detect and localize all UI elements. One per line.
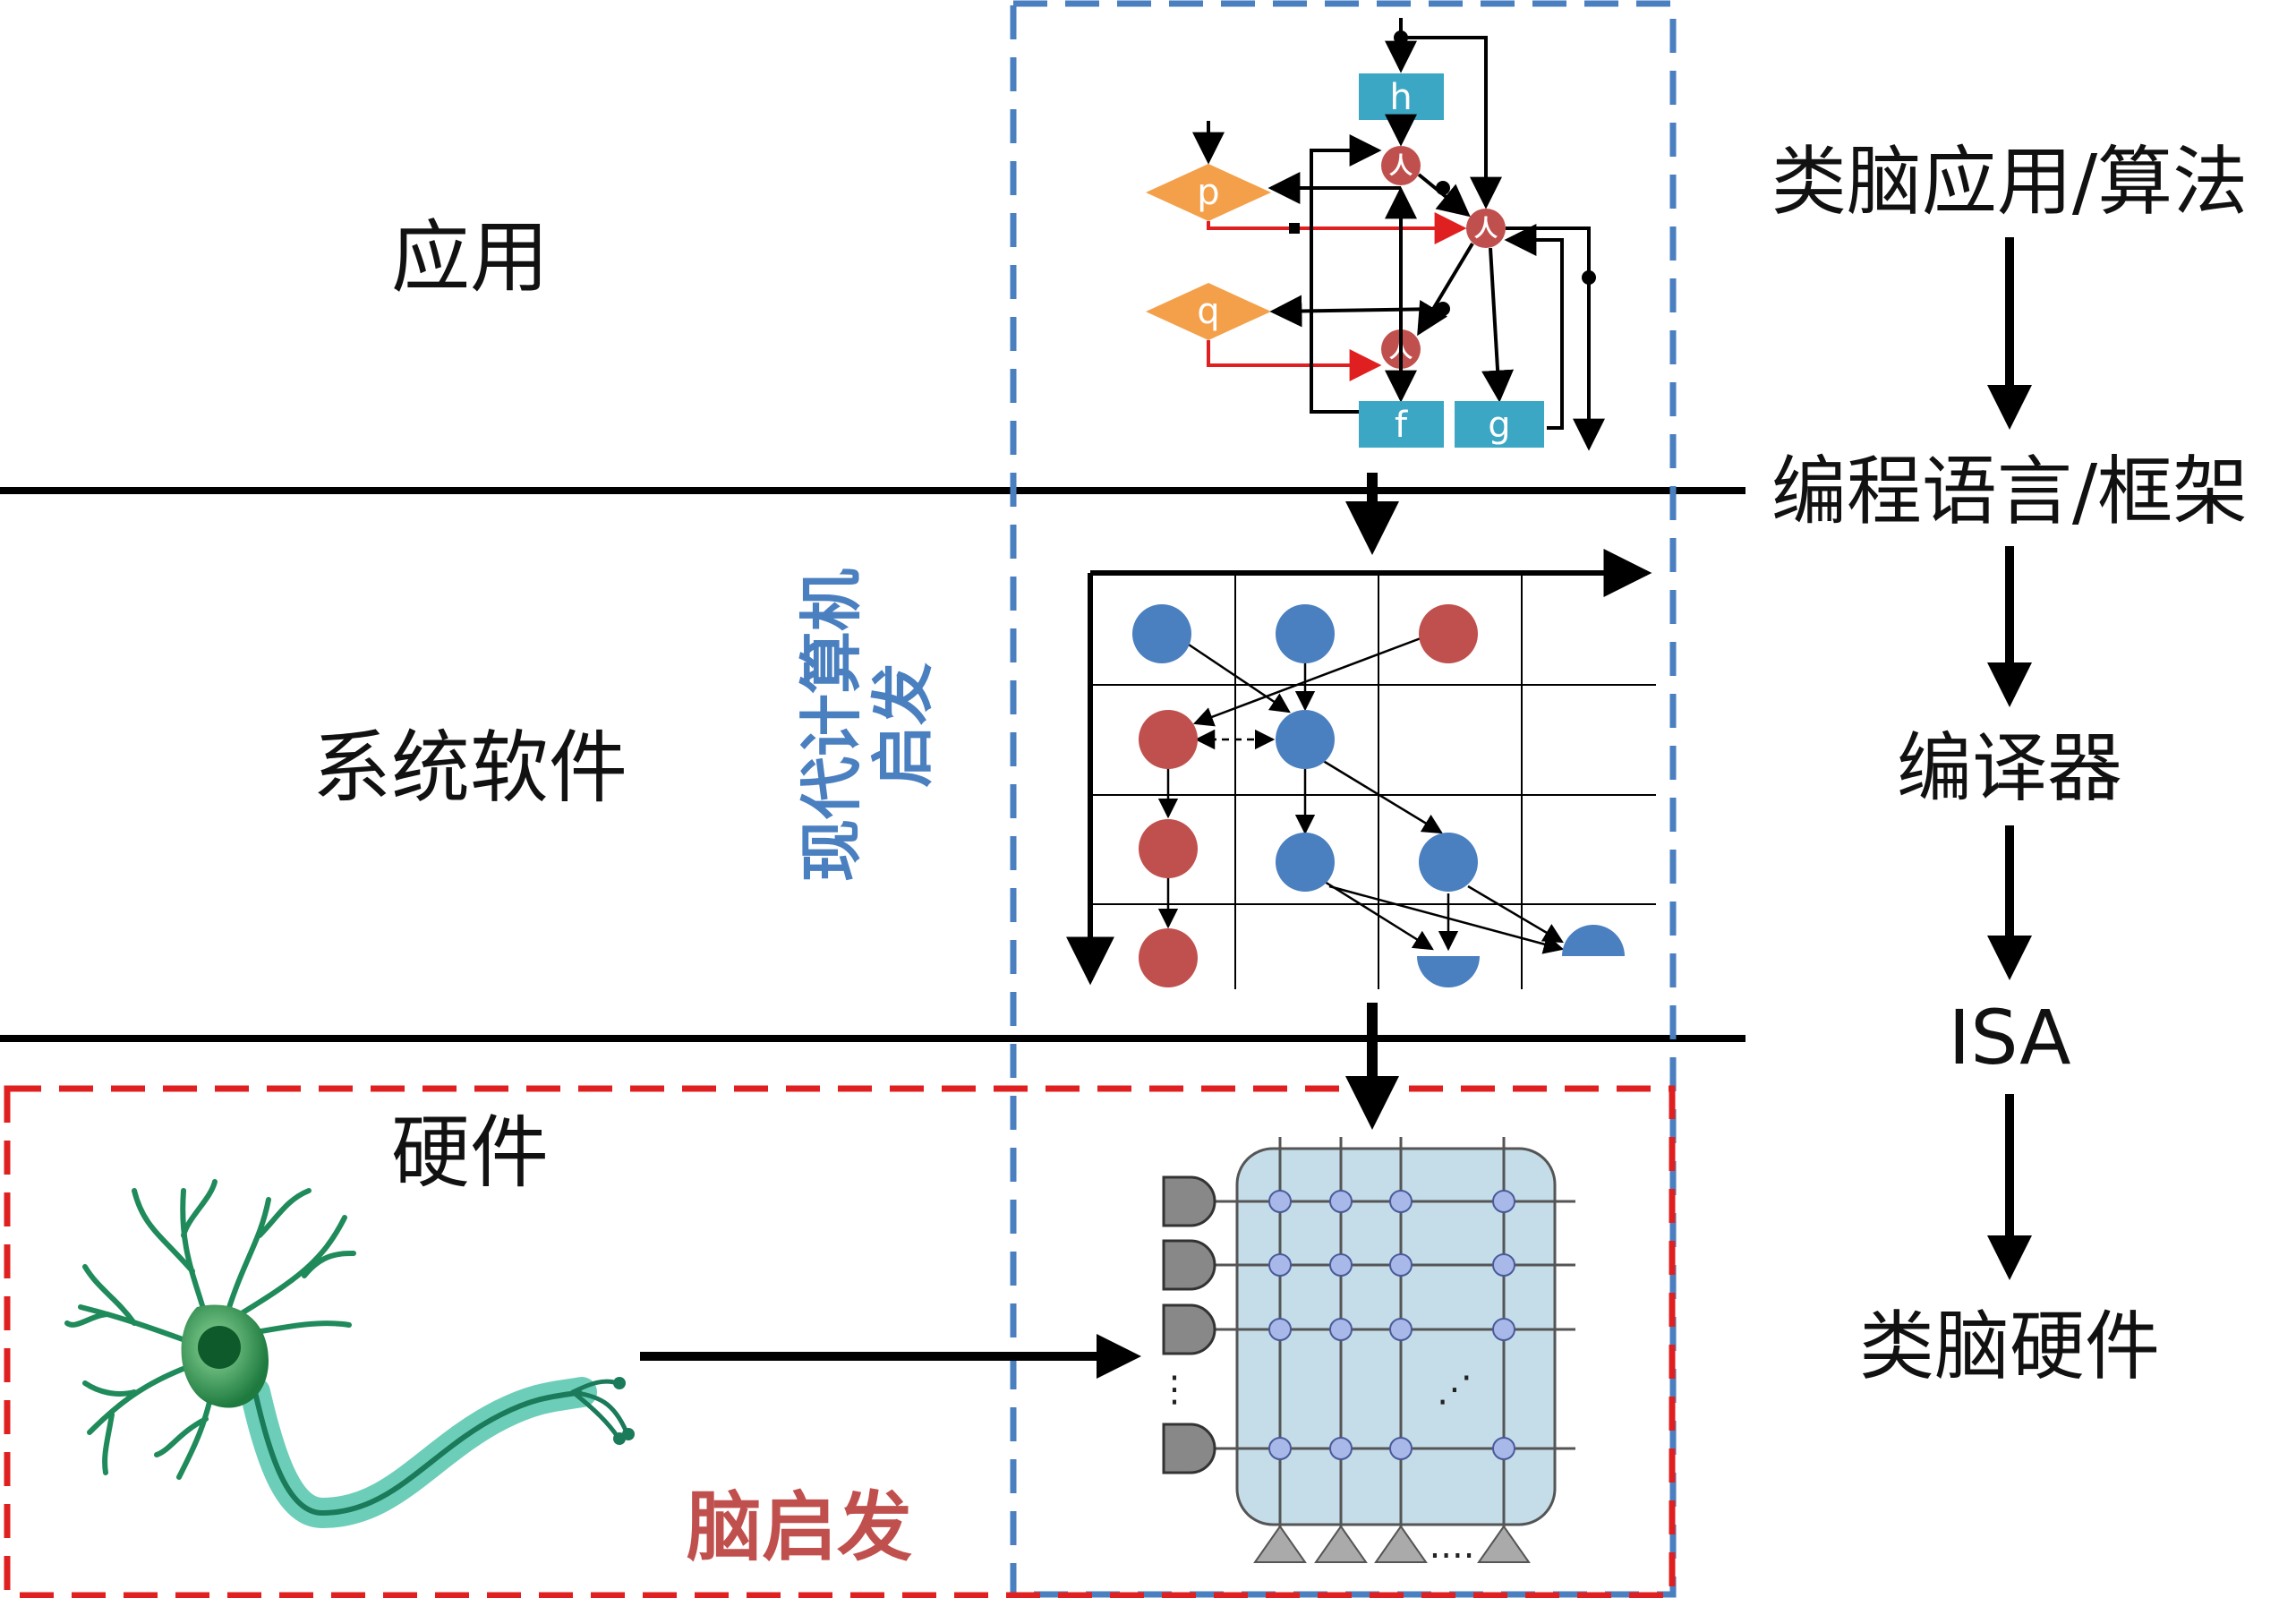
graph-node-merge — [1381, 146, 1421, 185]
crossbar-output-triangle — [1253, 1525, 1307, 1563]
grid-node-blue — [1276, 604, 1335, 663]
crossbar-horizontal-ellipsis: .... — [1430, 1525, 1475, 1567]
layer-label-application: 应用 — [391, 211, 549, 303]
stack-item-hardware: 类脑硬件 — [1859, 1303, 2160, 1390]
graph-box-h-label: h — [1389, 77, 1412, 118]
scheduling-grid — [1066, 549, 1656, 989]
inspiration-modern-line2: 启发 — [866, 662, 940, 788]
grid-node-blue — [1132, 604, 1191, 663]
inspiration-brain-label: 脑启发 — [687, 1483, 912, 1571]
layer-label-system-software: 系统软件 — [312, 722, 627, 814]
graph-box-f-label: f — [1395, 405, 1408, 446]
crossbar-output-triangle — [1314, 1525, 1368, 1563]
stack-item-compiler: 编译器 — [1897, 724, 2122, 812]
crossbar-input-gate — [1162, 1303, 1216, 1355]
graph-node-right — [1466, 209, 1506, 248]
dataflow-graph: h 人 人 人 p q — [1146, 18, 1605, 451]
graph-box-f — [1359, 401, 1444, 448]
graph-box-g-label: g — [1488, 405, 1510, 446]
crossbar-output-triangle — [1477, 1525, 1531, 1563]
crossbar-input-gate — [1162, 1239, 1216, 1291]
neuron-illustration — [64, 1179, 635, 1529]
graph-diamond-p — [1146, 164, 1271, 221]
graph-box-g — [1455, 401, 1544, 448]
crossbar-diagonal-ellipsis: ⋰ — [1437, 1369, 1472, 1410]
grid-node-red — [1139, 928, 1198, 987]
graph-node-right-glyph: 人 — [1474, 216, 1498, 243]
crossbar-input-gate — [1162, 1423, 1216, 1474]
neuron-nucleus — [198, 1326, 241, 1369]
stack-item-algorithm: 类脑应用/算法 — [1771, 138, 2248, 226]
grid-node-red — [1139, 710, 1198, 769]
grid-node-half-blue — [1417, 956, 1480, 987]
graph-box-h — [1359, 73, 1444, 120]
inspiration-modern-line1: 现代计算机 — [795, 568, 868, 882]
graph-diamond-q-label: q — [1197, 291, 1219, 332]
modern-computer-frame — [1010, 0, 1677, 1598]
grid-node-red — [1139, 819, 1198, 878]
brain-inspired-frame — [4, 1085, 1676, 1598]
grid-node-blue — [1419, 833, 1478, 892]
grid-node-blue — [1276, 710, 1335, 769]
grid-node-red — [1419, 604, 1478, 663]
stack-item-language: 编程语言/框架 — [1771, 448, 2248, 535]
graph-diamond-q — [1146, 283, 1271, 340]
grid-node-half-blue — [1562, 925, 1625, 956]
graph-diamond-p-label: p — [1197, 172, 1219, 213]
modern-computer-inspiration-label: 现代计算机 启发 — [795, 568, 940, 882]
crossbar-input-gate — [1162, 1175, 1216, 1227]
crossbar-array: ⋮ ⋰ .... — [1157, 1137, 1575, 1567]
graph-node-merge-glyph: 人 — [1389, 153, 1413, 180]
crossbar-vertical-ellipsis: ⋮ — [1157, 1369, 1192, 1410]
crossbar-output-triangle — [1374, 1525, 1428, 1563]
grid-node-blue — [1276, 833, 1335, 892]
stack-item-isa: ISA — [1948, 994, 2070, 1081]
layer-label-hardware: 硬件 — [391, 1107, 549, 1199]
